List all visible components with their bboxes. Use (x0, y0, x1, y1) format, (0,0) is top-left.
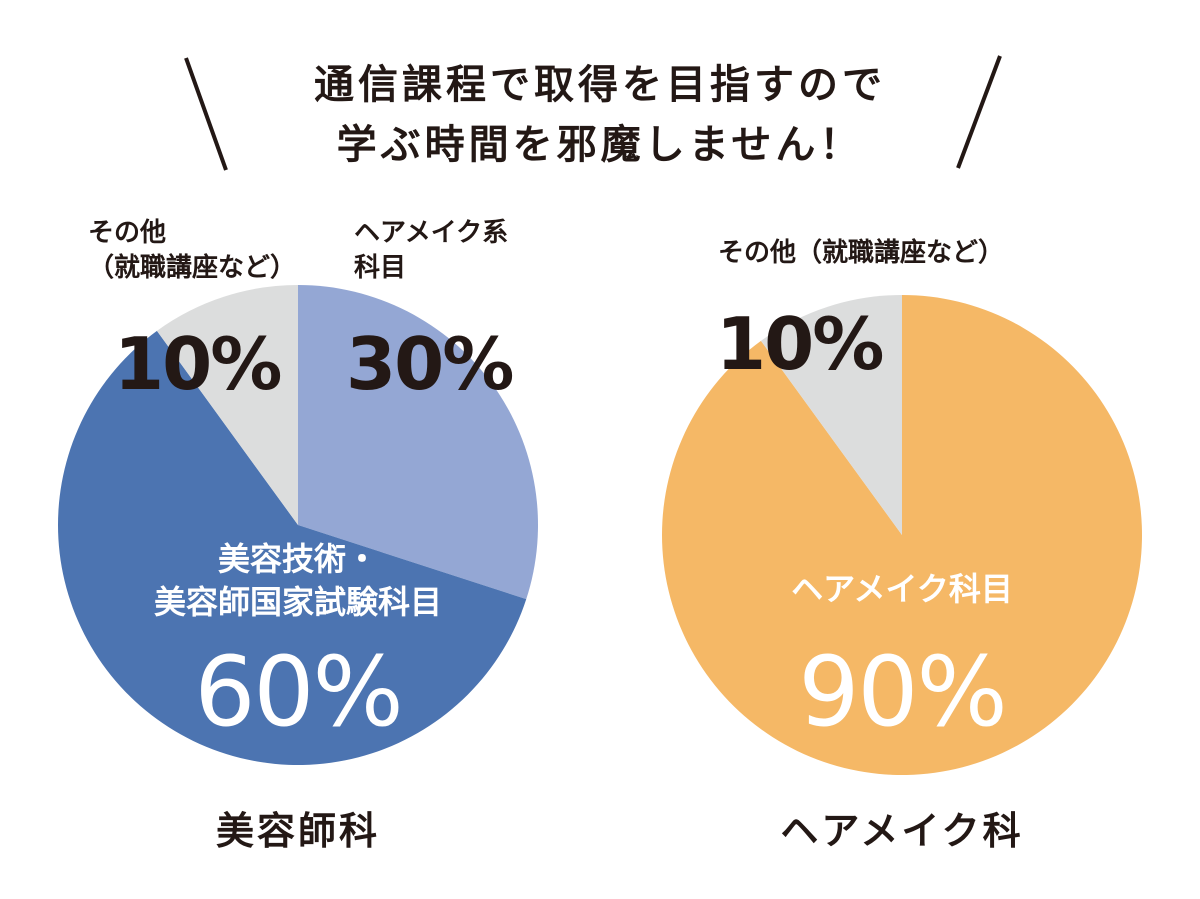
heading-line-2: 学ぶ時間を邪魔しません！ (336, 122, 864, 168)
slice-label-hairmake: ヘアメイク科目 (791, 570, 1013, 608)
slice-value-label: 30% (346, 322, 514, 406)
chart-caption-hairmake: ヘアメイク科 (780, 809, 1024, 853)
slice-label-hairmake-subjects: ヘアメイク系 科目 (354, 216, 508, 286)
slice-value-label: 60% (194, 636, 403, 748)
slice-label-line: ヘアメイク系 (354, 218, 509, 248)
slice-label-other: その他（就職講座など） (718, 238, 1005, 268)
pie-1-slice-2 (58, 330, 527, 765)
pie-2-slice-2 (760, 295, 902, 535)
pie-1-slice-3 (156, 285, 298, 525)
pie-1-slice-1 (298, 285, 538, 600)
slice-label-beauty-subjects: 美容技術・ 美容師国家試験科目 (98, 538, 498, 624)
slice-label-line: （就職講座など） (88, 253, 297, 284)
heading-line-1: 通信課程で取得を目指すので (314, 62, 886, 108)
slice-label-line: 美容技術・ (217, 540, 378, 578)
slice-label-line: その他 (88, 218, 167, 248)
slice-value-label: 10% (716, 302, 884, 386)
slice-label-line: 科目 (354, 253, 407, 284)
slice-label-other: その他 （就職講座など） (88, 216, 296, 286)
slice-value-label: 90% (798, 636, 1007, 748)
chart-caption-biyoushi: 美容師科 (215, 809, 380, 853)
slice-label-line: 美容師国家試験科目 (153, 583, 442, 622)
slice-value-label: 10% (114, 322, 282, 406)
